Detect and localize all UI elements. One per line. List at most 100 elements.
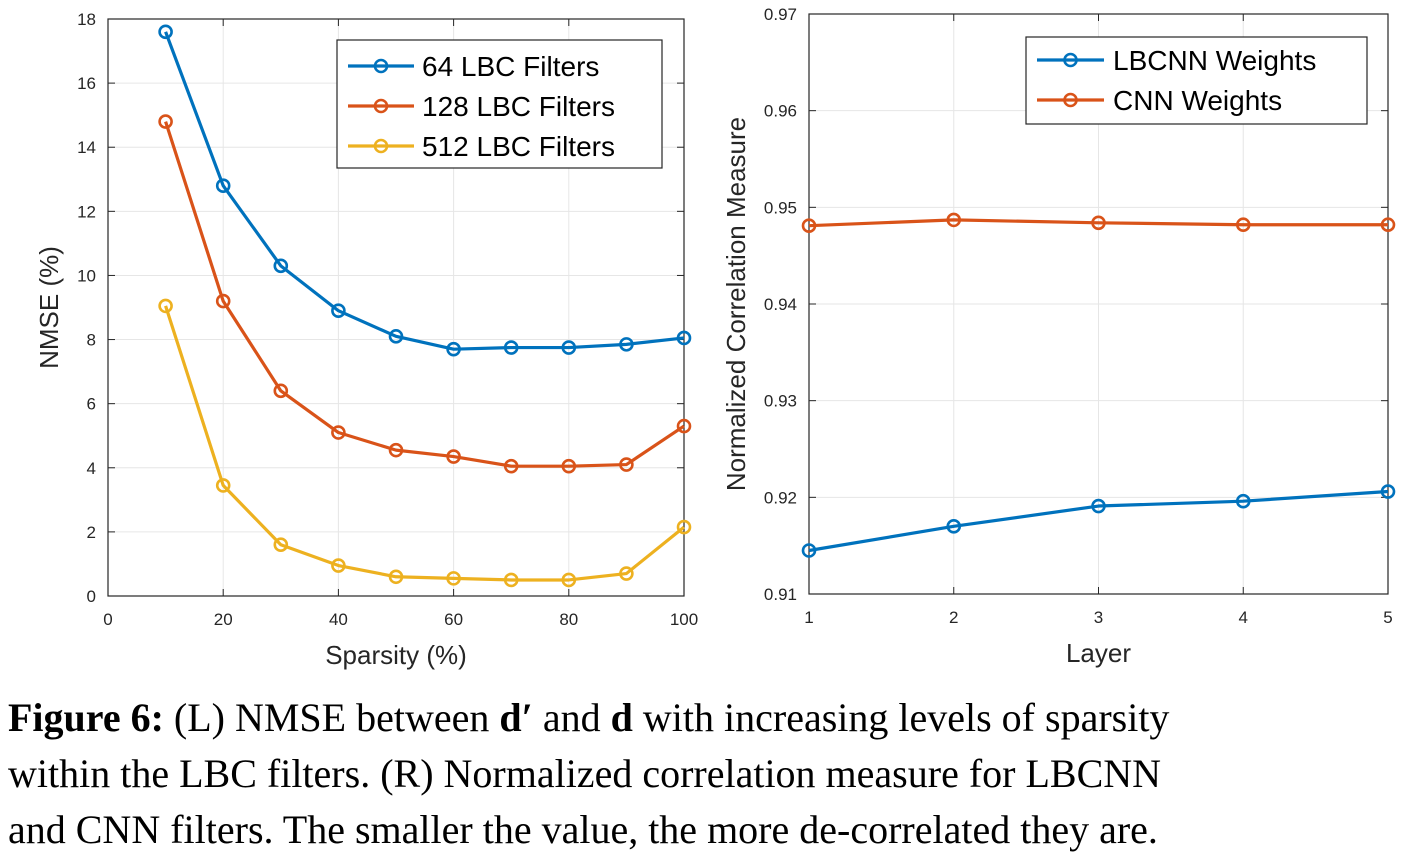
data-point (1380, 217, 1396, 233)
plot-frame (107, 18, 685, 597)
series-line (164, 305, 686, 582)
data-point (388, 329, 404, 344)
series-line (164, 121, 685, 468)
data-point (446, 571, 461, 586)
caption-text-1a: (L) NMSE between (173, 695, 500, 740)
y-tick-label: 8 (87, 331, 96, 350)
y-tick-label: 14 (77, 138, 96, 157)
data-point (446, 341, 461, 357)
data-point (215, 293, 231, 309)
legend-marker (373, 98, 389, 114)
data-point (676, 519, 692, 535)
data-point (215, 178, 231, 193)
data-point (801, 218, 817, 233)
data-point (158, 298, 173, 314)
series-1 (801, 484, 1396, 558)
legend-marker (373, 138, 389, 154)
figure-caption: Figure 6: (L) NMSE between d′ and d with… (8, 690, 1428, 858)
data-point (503, 458, 519, 474)
series-3 (158, 298, 692, 588)
caption-line-1: Figure 6: (L) NMSE between d′ and d with… (8, 690, 1428, 746)
data-point (619, 457, 634, 472)
legend-entry-label: CNN Weights (1113, 85, 1282, 116)
y-tick-label: 10 (77, 266, 96, 285)
series-2 (158, 114, 692, 474)
data-point (561, 458, 577, 474)
y-tick-label: 0.91 (764, 585, 797, 604)
series-2 (801, 212, 1396, 233)
x-tick-label: 20 (214, 610, 233, 629)
y-axis-label: Normalized Correlation Measure (721, 117, 751, 491)
x-tick-label: 2 (949, 608, 958, 627)
legend-marker (1063, 92, 1078, 108)
y-tick-label: 0.93 (764, 392, 797, 411)
data-point (331, 425, 346, 440)
caption-text-1c: with increasing levels of sparsity (632, 695, 1170, 740)
data-point (946, 519, 962, 534)
legend-entry-label: 64 LBC Filters (422, 51, 599, 82)
x-tick-label: 3 (1094, 608, 1103, 627)
x-axis-label: Layer (1066, 638, 1131, 668)
series-1 (158, 24, 692, 357)
caption-text-1b: and (532, 695, 611, 740)
data-point (619, 566, 634, 581)
y-tick-label: 0.94 (764, 295, 797, 314)
data-point (158, 114, 173, 129)
legend-entry-label: 512 LBC Filters (422, 131, 615, 162)
y-tick-label: 12 (77, 202, 96, 221)
y-tick-label: 6 (87, 395, 96, 414)
series-line (808, 489, 1389, 553)
y-tick-label: 0 (87, 587, 96, 606)
data-point (1091, 498, 1106, 514)
data-point (1235, 217, 1251, 233)
caption-symbol-dprime: d′ (499, 695, 533, 740)
data-point (388, 442, 404, 458)
x-tick-label: 5 (1383, 608, 1392, 627)
caption-line-3: and CNN filters. The smaller the value, … (8, 807, 1158, 852)
legend-box (1025, 36, 1368, 125)
data-point (1380, 484, 1396, 499)
y-tick-label: 0.95 (764, 198, 797, 217)
x-tick-label: 4 (1239, 608, 1248, 627)
data-point (619, 337, 634, 352)
y-axis-label: NMSE (%) (34, 246, 64, 369)
caption-line-2: within the LBC filters. (R) Normalized c… (8, 751, 1162, 796)
legend: LBCNN Weights CNN Weights (1025, 36, 1368, 125)
y-tick-label: 16 (77, 74, 96, 93)
data-point (273, 537, 289, 553)
x-tick-label: 100 (670, 610, 698, 629)
data-point (388, 569, 404, 585)
legend: 64 LBC Filters 128 LBC Filters 512 LBC Fil… (336, 39, 663, 169)
data-point (503, 340, 519, 355)
data-point (158, 24, 173, 40)
legend-marker (373, 58, 389, 74)
data-point (331, 303, 346, 319)
data-point (503, 572, 519, 588)
data-point (331, 558, 346, 573)
x-tick-label: 1 (804, 608, 813, 627)
caption-figure-label: Figure 6: (8, 695, 164, 740)
y-tick-label: 18 (77, 10, 96, 29)
chart-right: 1 2 3 4 5 0.91 0.92 0.93 0.94 0.95 0.96 0.97 Layer No… (721, 5, 1396, 668)
data-point (446, 449, 461, 464)
series-line (808, 218, 1388, 228)
data-point (273, 383, 289, 399)
x-tick-label: 0 (103, 610, 112, 629)
data-point (1235, 493, 1251, 509)
x-tick-label: 80 (559, 610, 578, 629)
data-point (676, 418, 692, 434)
y-tick-label: 0.92 (764, 488, 797, 507)
data-point (215, 478, 231, 493)
data-point (676, 330, 692, 346)
legend-marker (1063, 52, 1078, 68)
y-tick-label: 4 (87, 459, 96, 478)
legend-entry-label: 128 LBC Filters (422, 91, 615, 122)
chart-left: 0 20 40 60 80 100 0 2 4 6 8 10 12 14 16 18 Sparsity (%) N… (34, 10, 698, 670)
data-point (561, 572, 577, 588)
data-point (561, 340, 577, 355)
data-point (801, 543, 817, 558)
caption-symbol-d: d (610, 695, 633, 740)
x-tick-label: 40 (329, 610, 348, 629)
